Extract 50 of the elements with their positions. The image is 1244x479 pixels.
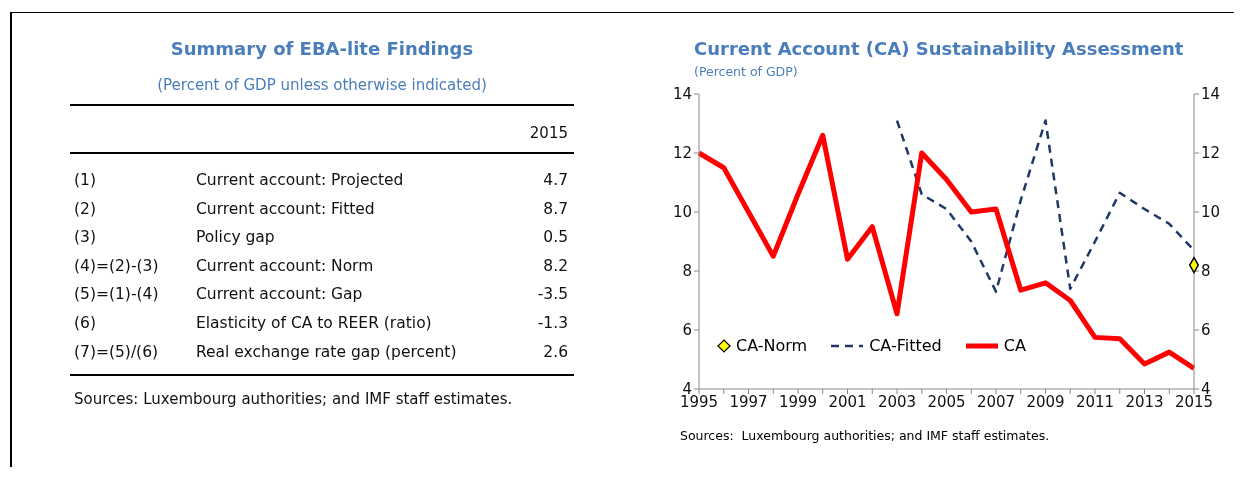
text: (4)=(2)-(3)	[74, 255, 159, 277]
chart-subtitle: (Percent of GDP)	[694, 64, 798, 79]
x-tick-label: 2005	[927, 392, 966, 411]
x-tick-label: 2011	[1075, 392, 1115, 411]
text: (1)	[74, 170, 96, 191]
category-label: Real exchange rate gap (percent)	[196, 341, 457, 363]
category-label: Current account: Norm	[196, 255, 374, 277]
category-label: Policy gap	[196, 227, 275, 249]
category-label: Current account: Gap	[196, 284, 363, 306]
y-tick-label: 8	[682, 262, 692, 281]
category-label: Elasticity of CA to REER (ratio)	[196, 312, 432, 334]
text: (3)	[74, 227, 96, 249]
text: 2015	[529, 124, 568, 142]
data-label: 4.7	[543, 170, 568, 191]
x-tick-label: 2007	[976, 392, 1016, 411]
x-tick-label: 2003	[877, 392, 917, 411]
y2-tick-label: 6	[1201, 321, 1211, 340]
legend-label: CA-Norm	[736, 336, 808, 355]
text: (6)	[74, 312, 96, 334]
data-label: 8.2	[543, 255, 568, 277]
x-tick-label: 2009	[1026, 392, 1065, 411]
data-label: -1.3	[537, 312, 568, 334]
x-tick-label: 1999	[778, 392, 818, 411]
y-tick-label: 14	[672, 85, 692, 104]
chart-title: Current Account (CA) Sustainability Assessment	[694, 38, 1184, 59]
category-label: Current account: Fitted	[196, 198, 375, 220]
y2-tick-label: 10	[1201, 203, 1221, 222]
text: (Percent of GDP unless otherwise indicated)	[156, 75, 488, 96]
legend-label: CA	[1003, 336, 1026, 355]
data-label: 8.7	[543, 198, 568, 220]
source-note: Sources: Luxembourg authorities; and IMF staff estimates.	[73, 390, 514, 409]
data-label: 0.5	[543, 227, 568, 249]
text: (7)=(5)/(6)	[74, 341, 159, 363]
y-tick-label: 10	[672, 203, 692, 222]
data-label: -3.5	[537, 284, 568, 306]
category-label: Current account: Projected	[196, 170, 404, 191]
source-note: Sources: Luxembourg authorities; and IMF staff estimates.	[680, 428, 1050, 443]
text: (2)	[74, 198, 96, 220]
y-tick-label: 12	[672, 144, 692, 163]
text: (5)=(1)-(4)	[74, 284, 159, 306]
x-tick-label: 1997	[729, 392, 768, 411]
y2-tick-label: 8	[1201, 262, 1211, 281]
y2-tick-label: 12	[1201, 144, 1221, 163]
y-tick-label: 6	[682, 321, 692, 340]
y2-tick-label: 14	[1201, 85, 1221, 104]
x-tick-label: 2013	[1125, 392, 1164, 411]
x-tick-label: 2001	[828, 392, 867, 411]
text: Summary of EBA-lite Findings	[169, 38, 475, 61]
data-label: 2.6	[543, 341, 568, 363]
legend-label: CA-Fitted	[869, 336, 942, 355]
